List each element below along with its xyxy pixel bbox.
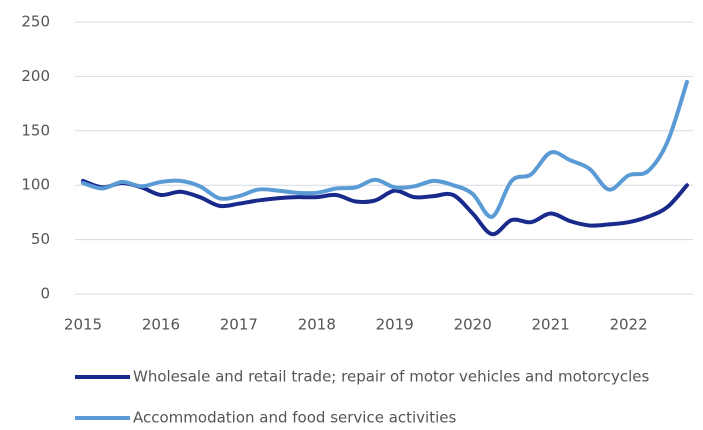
series-line (81, 178, 689, 237)
y-tick-label: 100 (21, 176, 50, 194)
y-tick-label: 200 (21, 67, 50, 85)
y-tick-label: 0 (40, 285, 50, 303)
series-line (81, 79, 689, 219)
x-tick-label: 2017 (220, 316, 258, 334)
x-tick-label: 2016 (142, 316, 180, 334)
legend-label: Wholesale and retail trade; repair of mo… (133, 368, 649, 386)
y-tick-label: 150 (21, 121, 50, 139)
x-tick-label: 2015 (64, 316, 102, 334)
x-tick-label: 2018 (298, 316, 336, 334)
legend-label: Accommodation and food service activitie… (133, 409, 457, 427)
x-tick-label: 2020 (454, 316, 492, 334)
y-tick-label: 50 (31, 230, 50, 248)
y-tick-label: 250 (21, 13, 50, 31)
x-tick-label: 2019 (376, 316, 414, 334)
x-tick-label: 2021 (532, 316, 570, 334)
x-tick-label: 2022 (609, 316, 647, 334)
